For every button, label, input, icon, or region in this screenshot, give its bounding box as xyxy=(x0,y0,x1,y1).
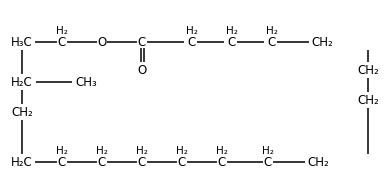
Text: C: C xyxy=(58,156,66,168)
Text: CH₃: CH₃ xyxy=(75,75,97,89)
Text: H₃C: H₃C xyxy=(11,35,33,48)
Text: H₂C: H₂C xyxy=(11,75,33,89)
Text: H₂: H₂ xyxy=(266,26,278,36)
Text: O: O xyxy=(137,64,147,76)
Text: C: C xyxy=(178,156,186,168)
Text: CH₂: CH₂ xyxy=(307,156,329,168)
Text: CH₂: CH₂ xyxy=(357,64,379,76)
Text: C: C xyxy=(264,156,272,168)
Text: CH₂: CH₂ xyxy=(357,93,379,107)
Text: CH₂: CH₂ xyxy=(311,35,333,48)
Text: H₂: H₂ xyxy=(186,26,198,36)
Text: H₂: H₂ xyxy=(96,146,108,156)
Text: H₂: H₂ xyxy=(216,146,228,156)
Text: C: C xyxy=(138,35,146,48)
Text: CH₂: CH₂ xyxy=(11,105,33,118)
Text: C: C xyxy=(228,35,236,48)
Text: H₂: H₂ xyxy=(176,146,188,156)
Text: C: C xyxy=(188,35,196,48)
Text: O: O xyxy=(98,35,106,48)
Text: H₂: H₂ xyxy=(226,26,238,36)
Text: C: C xyxy=(138,156,146,168)
Text: C: C xyxy=(218,156,226,168)
Text: H₂C: H₂C xyxy=(11,156,33,168)
Text: C: C xyxy=(98,156,106,168)
Text: H₂: H₂ xyxy=(56,26,68,36)
Text: H₂: H₂ xyxy=(56,146,68,156)
Text: H₂: H₂ xyxy=(136,146,148,156)
Text: H₂: H₂ xyxy=(262,146,274,156)
Text: C: C xyxy=(268,35,276,48)
Text: C: C xyxy=(58,35,66,48)
